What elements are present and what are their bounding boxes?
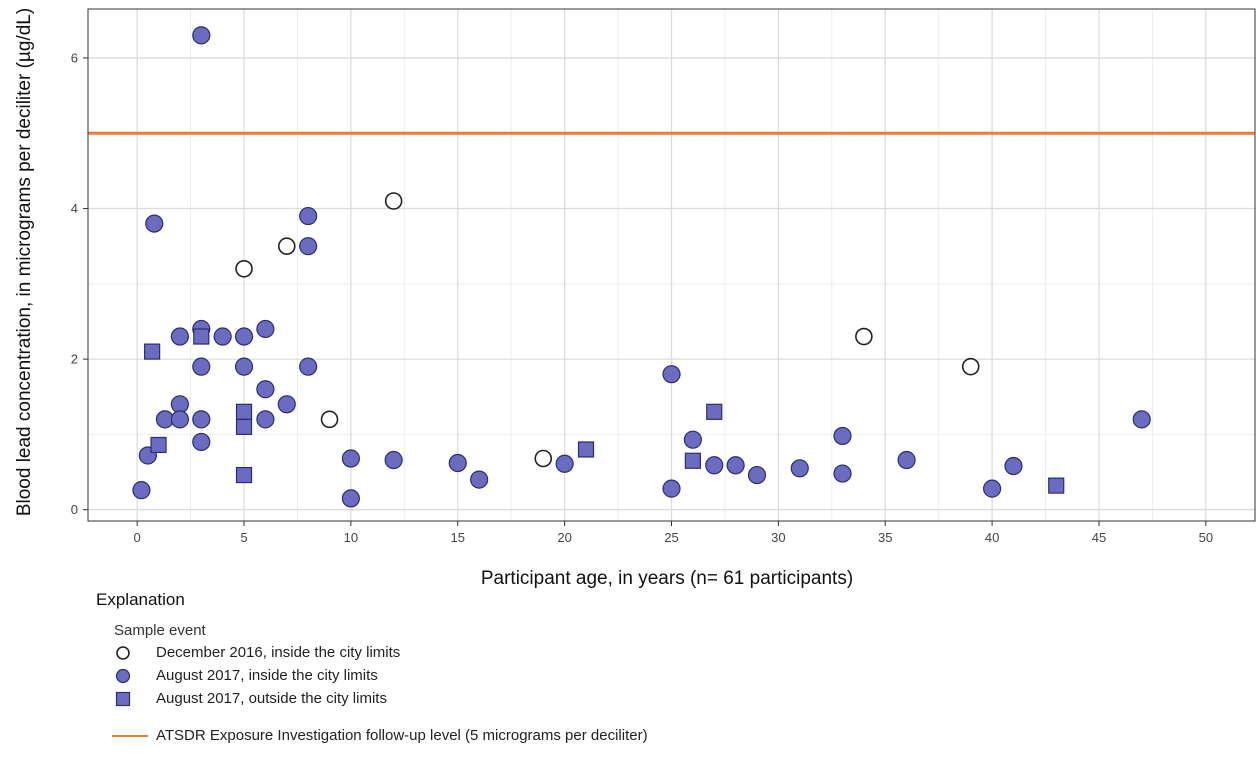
filled-circle-point xyxy=(192,432,211,452)
filled-circle-point xyxy=(1132,410,1151,429)
square-point xyxy=(706,403,723,420)
filled-circle-point xyxy=(256,319,275,339)
axis-ticks: 0 5 10 15 20 25 30 35 40 45 50 0 2 4 6 xyxy=(71,50,1213,545)
x-tick-label: 40 xyxy=(985,530,999,545)
x-tick-label: 30 xyxy=(771,530,785,545)
filled-circle-point xyxy=(833,426,852,446)
filled-circle-point xyxy=(277,395,296,414)
grid xyxy=(88,9,1255,521)
square-point xyxy=(193,328,210,345)
filled-circle-point xyxy=(341,449,360,468)
filled-circle-point xyxy=(234,357,254,376)
legend-item-label: August 2017, inside the city limits xyxy=(156,667,378,684)
y-tick-label: 6 xyxy=(71,50,78,65)
filled-circle-point xyxy=(299,357,318,376)
filled-circle-point xyxy=(170,410,190,429)
x-tick-label: 10 xyxy=(344,530,358,545)
legend-item-aug-2017-inside: August 2017, inside the city limits xyxy=(112,664,996,687)
open-circle-marker-icon xyxy=(116,645,130,660)
x-tick-label: 0 xyxy=(134,530,141,545)
square-point xyxy=(150,436,167,454)
orange-line-marker-icon xyxy=(112,734,148,737)
filled-circle-marker-icon xyxy=(115,668,131,683)
filled-circle-point xyxy=(662,479,681,498)
legend-item-follow-up-line: ATSDR Exposure Investigation follow-up l… xyxy=(112,724,996,747)
filled-circle-point xyxy=(192,26,211,45)
legend-item-aug-2017-outside: August 2017, outside the city limits xyxy=(112,687,996,710)
legend-subheading: Sample event xyxy=(114,622,206,639)
open-circle-point xyxy=(320,410,339,429)
open-circle-point xyxy=(855,327,873,346)
filled-circle-point xyxy=(384,450,403,470)
legend-item-label: December 2016, inside the city limits xyxy=(156,644,401,661)
filled-circle-point xyxy=(897,450,916,470)
square-point xyxy=(235,403,253,420)
filled-circle-point xyxy=(705,456,724,475)
x-tick-label: 35 xyxy=(878,530,892,545)
scatter-chart: 0 5 10 15 20 25 30 35 40 45 50 0 2 4 6 Participant age… xyxy=(14,8,1256,589)
square-point xyxy=(235,418,253,435)
filled-circle-point xyxy=(790,459,809,478)
filled-circle-point xyxy=(170,327,190,346)
filled-circle-point xyxy=(470,470,489,489)
filled-circle-point xyxy=(747,465,767,485)
open-circle-point xyxy=(961,357,980,376)
y-tick-label: 0 xyxy=(71,502,78,517)
x-tick-label: 50 xyxy=(1199,530,1213,545)
x-axis-title: Participant age, in years (n= 61 partici… xyxy=(481,568,853,589)
filled-circle-point xyxy=(192,410,211,429)
legend-item-label: ATSDR Exposure Investigation follow-up l… xyxy=(156,727,648,744)
filled-circle-point xyxy=(132,481,151,500)
filled-circle-point xyxy=(448,453,467,473)
filled-circle-point xyxy=(983,479,1002,498)
legend-heading: Explanation xyxy=(96,590,185,609)
open-circle-point xyxy=(235,259,253,278)
legend-item-label: August 2017, outside the city limits xyxy=(156,690,387,707)
legend-item-dec-2016: December 2016, inside the city limits xyxy=(112,641,996,664)
filled-circle-point xyxy=(833,464,852,483)
filled-circle-point xyxy=(726,456,745,475)
filled-circle-point xyxy=(213,327,232,346)
y-tick-label: 2 xyxy=(71,352,78,367)
filled-circle-point xyxy=(299,237,318,256)
data-points xyxy=(132,26,1151,508)
open-circle-point xyxy=(384,192,403,210)
x-tick-label: 5 xyxy=(240,530,247,545)
filled-circle-point xyxy=(299,206,318,226)
y-axis-title: Blood lead concentration, in micrograms … xyxy=(14,8,35,516)
open-circle-point xyxy=(277,237,296,255)
filled-circle-point xyxy=(145,214,164,233)
legend: Explanation Sample event December 2016, … xyxy=(96,590,996,747)
filled-circle-point xyxy=(256,410,275,429)
filled-circle-point xyxy=(256,380,275,399)
filled-circle-point xyxy=(662,365,681,384)
filled-circle-point xyxy=(1004,456,1023,476)
filled-square-marker-icon xyxy=(115,691,131,706)
open-circle-point xyxy=(534,449,553,468)
x-tick-label: 15 xyxy=(451,530,465,545)
square-point xyxy=(577,441,595,458)
square-point xyxy=(684,452,701,469)
filled-circle-point xyxy=(192,357,211,376)
filled-circle-point xyxy=(341,489,360,508)
x-tick-label: 25 xyxy=(664,530,678,545)
filled-circle-point xyxy=(170,395,190,414)
square-point xyxy=(1048,477,1065,494)
y-tick-label: 4 xyxy=(71,201,78,216)
filled-circle-point xyxy=(555,454,574,473)
square-point xyxy=(144,343,161,360)
filled-circle-point xyxy=(234,327,254,346)
x-tick-label: 20 xyxy=(557,530,571,545)
square-point xyxy=(235,466,253,484)
x-tick-label: 45 xyxy=(1092,530,1106,545)
filled-circle-point xyxy=(683,430,702,449)
